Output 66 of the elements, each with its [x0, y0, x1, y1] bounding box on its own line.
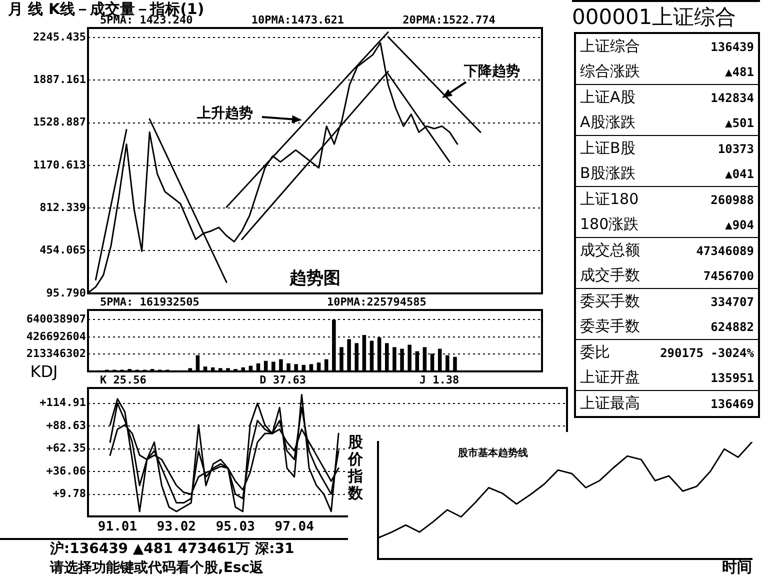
text: 沪:136439 ▲481 473461万 深:31	[49, 540, 296, 559]
y-tick-label: 426692604	[26, 330, 86, 343]
category-label: A股涨跌	[580, 113, 636, 132]
y-tick-label: +36.06	[46, 464, 86, 478]
x-axis-title: 时间	[722, 558, 752, 576]
text: 20PMA:1522.774	[402, 13, 496, 26]
text: 136439	[710, 40, 754, 54]
y-tick-label: 1887.161	[33, 72, 86, 86]
text: ▲041	[725, 166, 754, 180]
text: 5PMA: 161932505	[100, 295, 200, 308]
text: 624882	[710, 320, 754, 334]
y-tick-label: 1528.887	[33, 116, 86, 129]
y-tick-label: 213346302	[26, 347, 86, 360]
text: ▲481	[725, 64, 754, 78]
text: 000001上证综合	[572, 4, 738, 31]
category-label: 委比	[580, 343, 610, 362]
category-label: 上证B股	[580, 139, 636, 158]
y-tick-label: 1170.613	[33, 158, 86, 172]
category-label: 委买手数	[580, 292, 640, 311]
y-tick-label: +114.91	[40, 396, 86, 410]
category-label: 上证最高	[580, 394, 640, 413]
text: 请选择功能键或代码看个股,Esc返	[48, 559, 265, 578]
text: ▲501	[725, 116, 754, 130]
text: 10PMA:1473.621	[251, 13, 344, 26]
x-tick-label: 95.03	[216, 520, 255, 535]
category-label: 综合涨跌	[580, 62, 640, 81]
annotation: 下降趋势	[463, 64, 520, 80]
y-tick-label: 2245.435	[33, 30, 86, 44]
category-label: 180涨跌	[580, 215, 639, 234]
annotation: 上升趋势	[196, 104, 253, 122]
y-tick-label: 95.790	[46, 286, 86, 300]
text: D 37.63	[260, 373, 306, 386]
y-tick-label: 640038907	[26, 312, 86, 326]
y-tick-label: +62.35	[46, 442, 86, 455]
text: 10PMA:225794585	[327, 295, 426, 308]
text: 290175 -3024%	[660, 346, 754, 360]
category-label: 上证A股	[580, 88, 636, 107]
text: 趋势图	[288, 268, 340, 288]
y-axis-title: 股价指数	[348, 433, 364, 502]
y-tick-label: +88.63	[46, 418, 86, 432]
x-tick-label: 91.01	[98, 520, 138, 535]
category-label: 上证综合	[580, 37, 640, 56]
text: 股市基本趋势线	[458, 446, 528, 460]
text: 334707	[710, 294, 754, 308]
text: 260988	[710, 192, 754, 206]
x-tick-label: 93.02	[156, 520, 196, 535]
text: 10373	[718, 142, 754, 156]
text: 142834	[710, 90, 754, 104]
category-label: 成交手数	[580, 266, 640, 285]
text: 135951	[710, 370, 754, 384]
category-label: 成交总额	[580, 241, 640, 260]
category-label: 委卖手数	[580, 317, 640, 336]
y-tick-label: 812.339	[40, 200, 86, 214]
category-label: 上证开盘	[580, 368, 640, 387]
x-tick-label: 97.04	[274, 520, 314, 535]
text: 47346089	[696, 244, 754, 258]
text: ▲904	[725, 218, 754, 232]
text: 7456700	[703, 268, 754, 282]
text: 136469	[710, 396, 754, 410]
y-axis-title: KDJ	[29, 362, 59, 381]
text: J 1.38	[419, 373, 460, 386]
category-label: B股涨跌	[580, 164, 636, 183]
category-label: 上证180	[580, 190, 639, 209]
y-tick-label: +9.78	[52, 487, 86, 500]
text: K 25.56	[100, 373, 147, 386]
y-tick-label: 454.065	[40, 244, 86, 257]
